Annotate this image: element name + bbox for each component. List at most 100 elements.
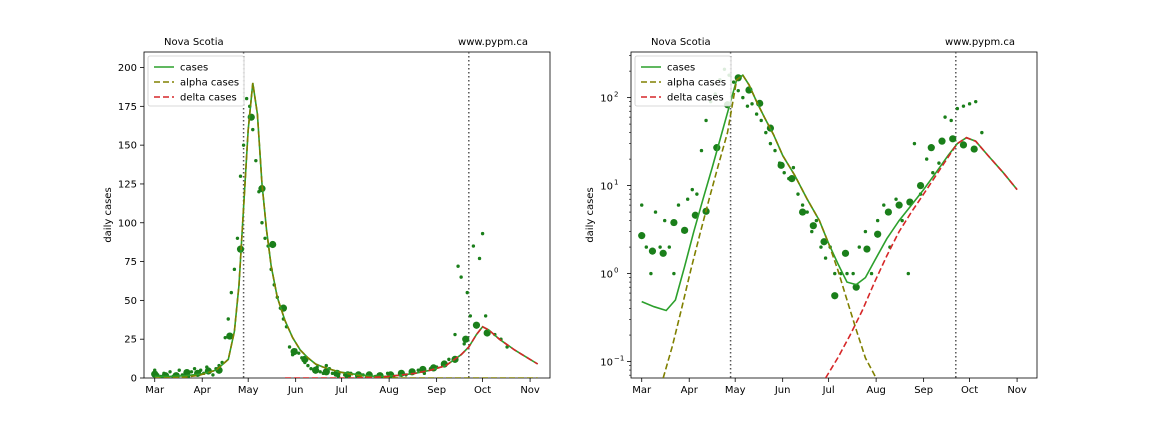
daily-observation-point bbox=[980, 130, 984, 135]
y-tick-exponent: −1 bbox=[614, 355, 624, 363]
daily-observation-point bbox=[805, 210, 809, 214]
daily-observation-point bbox=[477, 256, 482, 261]
daily-observation-point bbox=[949, 118, 953, 123]
daily-observation-point bbox=[823, 256, 828, 260]
daily-observation-point bbox=[672, 271, 676, 276]
y-tick-label: 200 bbox=[118, 63, 137, 74]
legend: cases alpha cases delta cases bbox=[147, 55, 245, 107]
daily-observation-point bbox=[906, 271, 911, 276]
y-tick-label: 10 bbox=[600, 358, 613, 369]
weekly-observation-point bbox=[659, 249, 667, 257]
series-line-cases bbox=[641, 74, 1018, 312]
weekly-observation-point bbox=[949, 135, 957, 143]
y-tick-label: 175 bbox=[118, 102, 137, 113]
weekly-observation-point bbox=[226, 332, 234, 340]
daily-observation-point bbox=[685, 197, 690, 201]
daily-observation-point bbox=[192, 366, 197, 371]
x-tick-label: May bbox=[725, 385, 746, 396]
daily-observation-point bbox=[309, 366, 313, 371]
daily-observation-point bbox=[235, 236, 240, 240]
weekly-observation-point bbox=[809, 222, 817, 230]
weekly-observation-point bbox=[831, 292, 839, 300]
daily-observation-point bbox=[845, 271, 849, 276]
weekly-observation-point bbox=[938, 137, 946, 145]
x-tick-label: Aug bbox=[866, 385, 886, 396]
x-tick-label: Jul bbox=[822, 385, 835, 396]
plot-area bbox=[151, 52, 539, 378]
daily-observation-point bbox=[232, 267, 237, 272]
x-tick-label: Oct bbox=[961, 385, 978, 396]
daily-observation-point bbox=[882, 203, 886, 207]
daily-observation-point bbox=[649, 271, 653, 276]
y-axis-label: daily cases bbox=[103, 187, 114, 242]
x-tick-label: Aug bbox=[379, 385, 399, 396]
weekly-observation-point bbox=[269, 240, 277, 249]
daily-observation-point bbox=[640, 203, 644, 207]
weekly-observation-point bbox=[311, 366, 320, 374]
daily-observation-point bbox=[480, 231, 485, 236]
y-tick-label: 75 bbox=[124, 257, 137, 268]
daily-observation-point bbox=[306, 363, 310, 368]
weekly-observation-point bbox=[788, 175, 796, 183]
daily-observation-point bbox=[736, 88, 740, 93]
daily-observation-point bbox=[750, 102, 754, 106]
x-tick-label: Jun bbox=[287, 385, 304, 396]
daily-observation-point bbox=[251, 127, 255, 132]
series-line-delta-cases bbox=[824, 136, 1018, 378]
daily-observation-point bbox=[955, 106, 960, 111]
weekly-observation-point bbox=[959, 141, 968, 149]
x-tick-label: Nov bbox=[1007, 385, 1027, 396]
daily-observation-point bbox=[690, 187, 694, 192]
daily-observation-point bbox=[468, 314, 473, 318]
daily-observation-point bbox=[931, 171, 935, 175]
daily-observation-point bbox=[416, 368, 420, 372]
weekly-observation-point bbox=[874, 230, 882, 238]
legend-label: delta cases bbox=[180, 93, 237, 104]
legend-label: cases bbox=[667, 63, 695, 74]
x-tick-label: Sep bbox=[427, 385, 446, 396]
chart-title-left: Nova Scotia bbox=[651, 37, 711, 48]
weekly-observation-point bbox=[798, 208, 807, 216]
weekly-observation-point bbox=[916, 181, 925, 190]
x-tick-label: Jun bbox=[774, 385, 791, 396]
daily-observation-point bbox=[663, 218, 667, 223]
daily-observation-point bbox=[453, 332, 457, 337]
daily-observation-point bbox=[800, 203, 805, 207]
x-tick-label: Mar bbox=[145, 385, 165, 396]
weekly-observation-point bbox=[670, 218, 678, 227]
daily-observation-point bbox=[168, 370, 172, 374]
daily-observation-point bbox=[456, 264, 460, 268]
daily-observation-point bbox=[863, 229, 868, 234]
weekly-observation-point bbox=[852, 283, 860, 291]
chart-title-right: www.pypm.ca bbox=[458, 37, 528, 48]
legend-box bbox=[634, 55, 732, 107]
daily-observation-point bbox=[297, 351, 301, 355]
legend-label: cases bbox=[180, 63, 208, 74]
weekly-observation-point bbox=[970, 145, 978, 153]
daily-observation-point bbox=[745, 104, 750, 108]
weekly-observation-point bbox=[290, 348, 298, 356]
daily-observation-point bbox=[260, 221, 264, 225]
weekly-observation-point bbox=[895, 201, 903, 209]
weekly-observation-point bbox=[681, 226, 689, 234]
x-tick-label: Nov bbox=[520, 385, 540, 396]
daily-observation-point bbox=[974, 99, 978, 104]
daily-observation-point bbox=[263, 236, 267, 240]
weekly-observation-point bbox=[884, 208, 892, 216]
x-tick-label: Mar bbox=[632, 385, 652, 396]
daily-observation-point bbox=[644, 245, 649, 249]
x-tick-label: Oct bbox=[474, 385, 491, 396]
daily-observation-point bbox=[699, 148, 704, 153]
daily-observation-point bbox=[782, 171, 786, 175]
daily-observation-point bbox=[287, 345, 292, 349]
daily-observation-point bbox=[189, 370, 194, 374]
daily-observation-point bbox=[833, 271, 837, 276]
daily-observation-point bbox=[704, 118, 708, 123]
daily-observation-point bbox=[759, 118, 763, 123]
legend: cases alpha cases delta cases bbox=[634, 55, 732, 107]
legend-label: delta cases bbox=[667, 93, 724, 104]
legend-label: alpha cases bbox=[667, 78, 726, 89]
weekly-observation-point bbox=[777, 161, 785, 169]
daily-observation-point bbox=[324, 363, 329, 368]
